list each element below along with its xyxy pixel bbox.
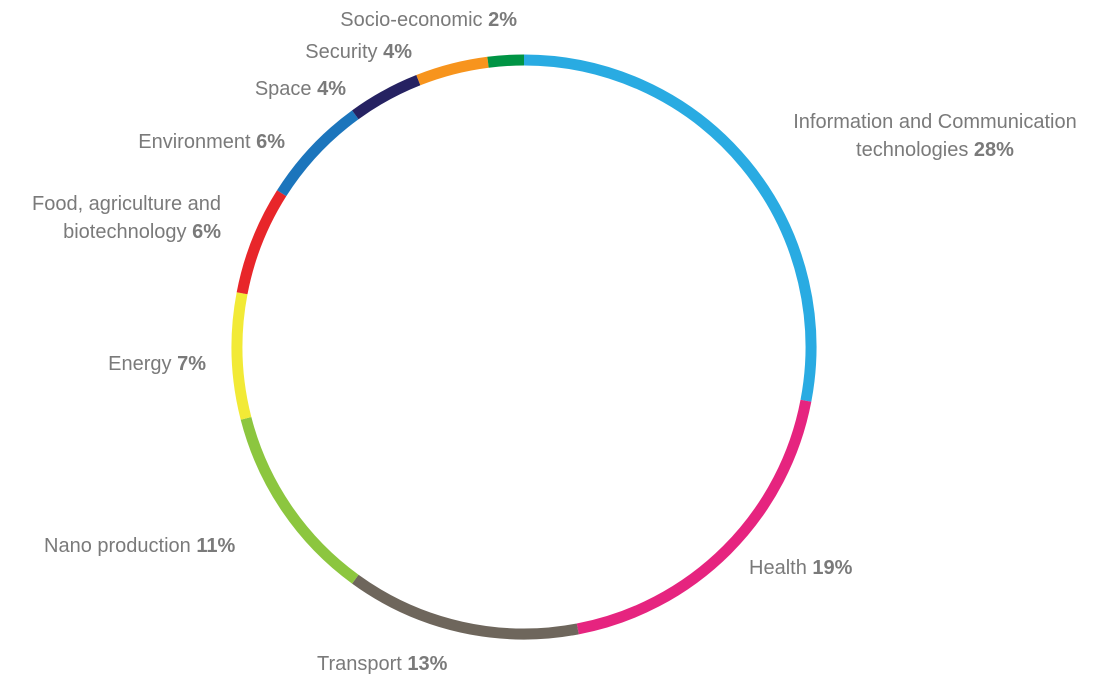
slice-value-label: 13%	[407, 653, 447, 675]
slice-value-label: 11%	[196, 535, 235, 557]
slice-label-name: Information and Communication	[793, 111, 1076, 133]
slice-value-label: 7%	[177, 353, 206, 375]
slice-value-label: 19%	[812, 557, 852, 579]
ring-labels: Information and Communication technologie…	[32, 9, 1077, 675]
slice-value-label: 2%	[488, 9, 517, 31]
slice-label-nano-production: Nano production 11%	[44, 535, 235, 557]
slice-label-name: biotechnology	[63, 221, 192, 243]
ring-segment-nano-production	[240, 417, 359, 584]
slice-label-security: Security 4%	[305, 41, 412, 63]
slice-label-name: Nano production	[44, 535, 196, 557]
slice-label-name: technologies	[856, 139, 974, 161]
slice-label-name: Food, agriculture and	[32, 193, 221, 215]
slice-label-name: Space	[255, 78, 317, 100]
ring-segment-socio-economic	[487, 54, 525, 68]
slice-label-name: Socio-economic	[340, 9, 488, 31]
slice-label-socio-economic: Socio-economic 2%	[340, 9, 517, 31]
ring-segments	[231, 54, 817, 640]
slice-label-name: Security	[305, 41, 383, 63]
slice-label-food-agriculture-and-biotechnology: Food, agriculture and biotechnology 6%	[32, 193, 221, 243]
slice-value-label: 6%	[256, 131, 285, 153]
slice-value-label: 4%	[317, 78, 346, 100]
slice-label-transport: Transport 13%	[317, 653, 448, 675]
slice-label-energy: Energy 7%	[108, 353, 206, 375]
ring-segment-security	[416, 56, 489, 86]
slice-label-name: Energy	[108, 353, 177, 375]
slice-label-space: Space 4%	[255, 78, 346, 100]
slice-label-name: Transport	[317, 653, 407, 675]
slice-label-name: Health	[749, 557, 812, 579]
ring-segment-health	[576, 399, 812, 635]
slice-value-label: 4%	[383, 41, 412, 63]
ring-segment-transport	[352, 574, 579, 640]
slice-label-health: Health 19%	[749, 557, 853, 579]
ring-segment-energy	[231, 292, 252, 420]
slice-label-information-and-communication-technologies: Information and Communication technologie…	[793, 111, 1076, 161]
slice-label-environment: Environment 6%	[138, 131, 285, 153]
ring-segment-space	[352, 75, 421, 120]
slice-value-label: 6%	[192, 221, 221, 243]
slice-label-name: Environment	[138, 131, 256, 153]
ring-segment-information-and-communication-technologies	[523, 54, 817, 402]
ring-segment-environment	[277, 110, 359, 197]
ring-segment-food-agriculture-and-biotechnology	[236, 190, 287, 295]
slice-value-label: 28%	[974, 139, 1014, 161]
